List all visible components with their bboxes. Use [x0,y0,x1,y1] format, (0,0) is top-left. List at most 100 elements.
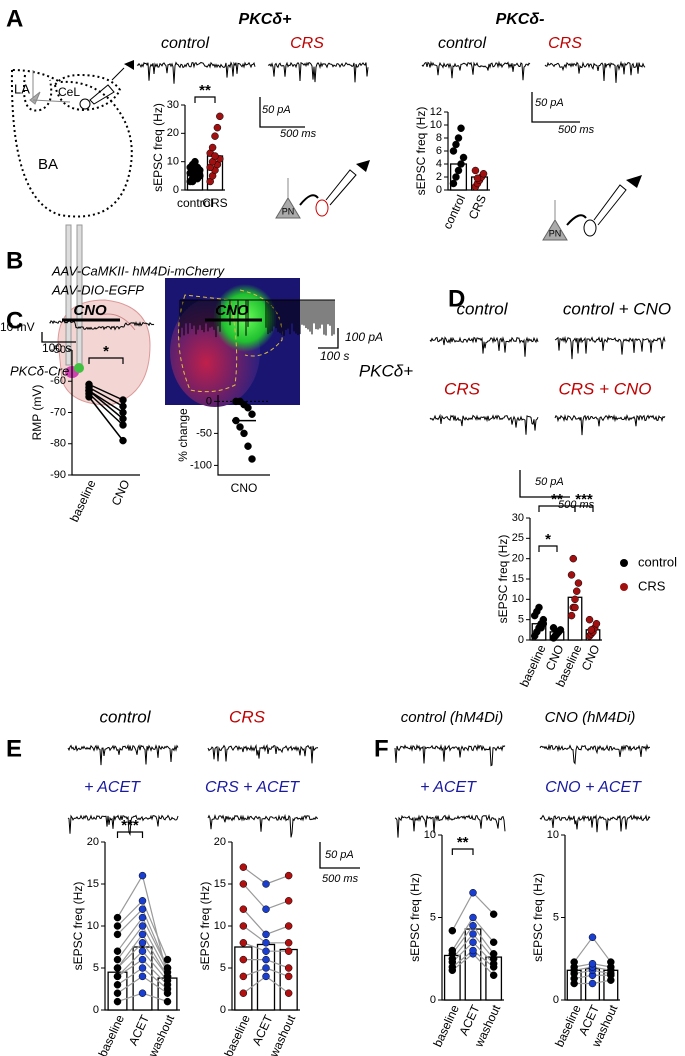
point [236,423,244,431]
point [469,889,477,897]
point [448,926,457,935]
point [571,603,579,612]
significance-bracket [574,505,594,512]
point [196,172,204,180]
label: PKCδ- [496,11,545,28]
label: CeL [58,85,80,99]
scale-bar [519,470,570,498]
label: control [438,35,486,52]
point [284,989,293,997]
point [138,964,147,972]
panel-label: D [448,285,465,312]
pair-line [472,892,495,915]
point [113,922,122,930]
x-tick-label: baseline [67,477,99,524]
label: 50 pA [535,97,564,109]
y-tick-label: 10 [547,829,559,841]
y-tick-label: -50 [50,344,66,356]
point [489,950,498,958]
trace [67,814,179,837]
panel-label: A [6,5,23,32]
point [449,147,458,155]
label: PN [282,206,295,216]
label: control (hM4Di) [401,709,504,726]
point [449,179,458,188]
label: 100 pA [345,330,383,344]
point [138,922,147,930]
y-tick-label: 10 [512,593,524,605]
pair-line [117,934,143,969]
point [569,554,578,563]
y-axis-label: sEPSC freq (Hz) [408,873,422,962]
point [592,619,601,628]
pair-line [142,992,168,1003]
point [452,173,460,181]
point [85,393,93,401]
y-axis-label: sEPSC freq (Hz) [198,882,212,971]
pair-line [117,992,143,1003]
y-axis-label: % change [176,408,190,462]
point [262,964,270,972]
point [469,922,477,930]
panel-label: B [6,247,23,274]
y-tick-label: 2 [436,171,442,183]
point [588,959,597,968]
pair-line [117,900,143,927]
point [138,939,147,947]
label: AAV-CaMKII- hM4Di-mCherry [51,263,226,278]
point [216,112,224,121]
label: + ACET [420,779,477,796]
pair-line [472,917,495,943]
label: CNO (hM4Di) [545,709,636,726]
label: CRS [548,35,582,52]
point [213,123,222,132]
point [113,955,122,964]
y-tick-label: 0 [206,395,212,407]
significance-label: ** [551,491,563,508]
panel-label: E [6,735,22,762]
point [572,587,581,595]
label: CRS [229,707,266,726]
x-tick-label: CRS [202,196,227,210]
point [567,611,576,620]
point [284,964,293,972]
point [457,124,465,132]
trace [429,413,539,435]
y-axis-label: sEPSC freq (Hz) [496,535,510,624]
pair-line [141,875,169,977]
x-tick-label: ACET [126,1012,152,1048]
label: 50 pA [535,476,564,488]
y-tick-label: 12 [430,106,442,118]
y-tick-label: 10 [87,920,99,932]
pair-line [573,936,593,963]
x-tick-label: control [177,196,213,210]
point [138,913,147,922]
point [284,947,293,955]
point [138,955,147,964]
y-tick-label: 8 [436,132,442,144]
point [113,989,122,997]
scale-bar [531,92,580,123]
y-tick-label: 20 [214,836,226,848]
point [138,989,147,997]
y-tick-label: -70 [50,406,66,418]
trace [267,61,369,83]
point [239,905,248,913]
y-tick-label: 30 [512,512,524,524]
scale-bar [41,332,76,343]
label: control [456,299,508,318]
y-tick-label: 5 [518,614,524,626]
point [113,981,122,989]
pair-line [592,936,612,963]
y-tick-label: 0 [93,1004,99,1016]
point [119,396,127,404]
point [239,863,248,871]
trace [207,813,319,838]
pair-line [242,908,267,935]
point [473,174,482,183]
point [211,152,219,160]
point [119,436,127,445]
y-tick-label: -80 [50,438,66,450]
point [138,897,147,905]
x-tick-label: baseline [96,1012,128,1056]
